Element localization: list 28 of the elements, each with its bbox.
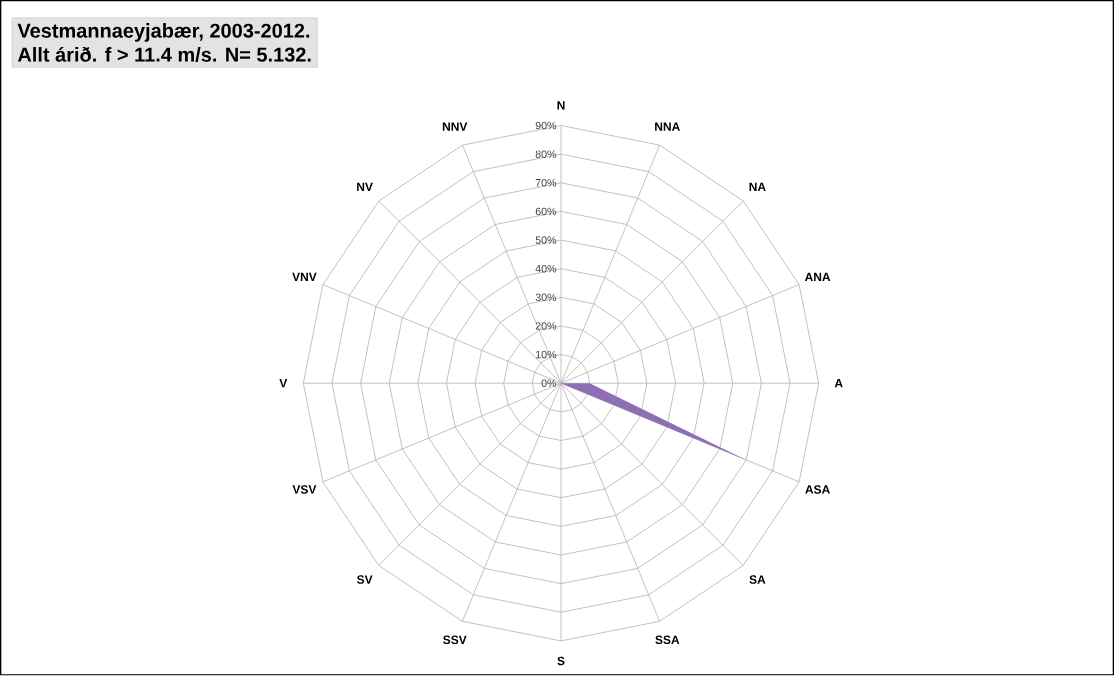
spoke-label: A bbox=[834, 379, 843, 388]
y-tick-label: 60% bbox=[535, 207, 557, 216]
spoke-label: VNV bbox=[292, 273, 317, 282]
spoke-label: NNV bbox=[442, 122, 468, 131]
y-tick-label: 70% bbox=[535, 179, 557, 187]
y-tick-label: 80% bbox=[535, 150, 557, 159]
spoke-label: SV bbox=[356, 575, 373, 585]
spoke-label: SSV bbox=[443, 635, 467, 645]
chart-subtitle: Allt árið. f > 11.4 m/s. N= 5.132. bbox=[17, 47, 311, 63]
spoke-label: NV bbox=[357, 182, 373, 192]
y-tick-label: 0% bbox=[541, 379, 557, 388]
spoke-label: ASA bbox=[805, 485, 830, 494]
y-tick-label: 90% bbox=[535, 121, 557, 130]
spoke-label: V bbox=[279, 379, 288, 388]
y-tick-label: 40% bbox=[535, 265, 557, 273]
spoke-label: SA bbox=[749, 575, 766, 585]
y-tick-label: 20% bbox=[535, 322, 557, 330]
spoke-label: VSV bbox=[292, 485, 317, 494]
y-tick-label: 30% bbox=[535, 293, 557, 302]
spoke-label: N bbox=[557, 101, 565, 110]
chart-title: Vestmannaeyjabær, 2003-2012. bbox=[17, 23, 310, 42]
y-tick-label: 50% bbox=[535, 236, 557, 245]
spoke-label: NNA bbox=[655, 122, 680, 131]
spoke-label: NA bbox=[749, 182, 766, 192]
y-tick-label: 10% bbox=[536, 351, 557, 359]
spoke-label: S bbox=[557, 656, 565, 666]
spoke-label: SSA bbox=[655, 635, 680, 645]
spoke-label: ANA bbox=[804, 273, 831, 282]
